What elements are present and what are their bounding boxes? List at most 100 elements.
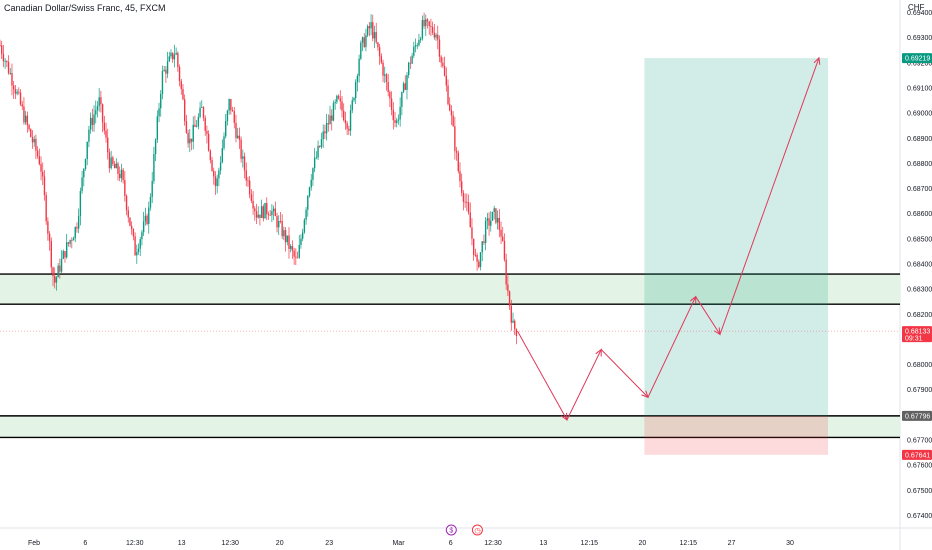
candle-body-206 [351,100,353,111]
candle-body-30 [50,241,52,268]
x-tick-3: 13 [178,540,186,547]
candle-body-302 [515,329,518,337]
candle-body-82 [139,239,141,249]
candle-body-209 [356,76,359,82]
candle-body-270 [461,181,463,193]
candle-body-170 [290,245,292,249]
candle-body-176 [300,238,302,245]
candle-body-208 [354,81,357,99]
candle-body-147 [250,194,253,201]
candle-body-25 [42,171,44,177]
candle-body-280 [478,261,480,267]
candle-body-234 [399,106,401,120]
candle-body-266 [454,126,456,151]
candle-body-57 [96,106,99,111]
candle-body-144 [245,170,247,181]
candle-body-237 [404,83,406,90]
candle-body-261 [445,75,448,86]
candle-body-145 [247,180,249,182]
candle-body-164 [279,221,282,222]
candle-body-83 [141,232,143,240]
x-tick-1: 6 [83,540,87,547]
x-tick-11: 12:15 [581,540,599,547]
candle-body-233 [397,119,400,121]
candle-body-188 [320,139,323,147]
candle-body-286 [488,218,490,226]
candle-body-24 [40,164,42,172]
candle-body-107 [182,88,184,100]
candle-body-133 [226,110,229,121]
candle-body-240 [409,62,412,64]
candle-body-64 [108,152,111,169]
candle-body-181 [308,187,311,197]
candle-body-166 [283,230,285,237]
candle-body-259 [442,62,444,67]
candle-body-141 [240,139,242,159]
candle-body-218 [372,22,374,39]
candle-body-190 [324,131,326,134]
candle-body-129 [219,162,222,171]
candle-body-177 [301,232,304,239]
event-marker-1[interactable] [471,524,483,536]
candle-body-55 [93,114,95,125]
candle-body-95 [161,70,164,95]
candle-body-278 [474,254,477,256]
candle-body-31 [52,267,54,277]
candle-body-225 [384,74,386,76]
candle-body-72 [122,169,124,181]
y-tick-15: 0.67900 [907,387,932,394]
candle-body-260 [443,66,446,76]
candle-body-115 [195,126,198,128]
candle-body-138 [235,122,237,139]
candle-body-35 [59,265,61,272]
candle-body-251 [428,21,430,26]
candle-body-134 [228,99,230,111]
candle-body-125 [213,170,215,177]
candle-body-300 [512,320,514,323]
candle-body-174 [296,257,299,259]
candle-body-59 [100,97,102,105]
event-marker-symbol-0: $ [449,528,453,535]
candle-body-239 [407,62,410,76]
candle-body-27 [45,195,47,222]
candle-body-205 [349,110,352,131]
candle-body-46 [77,216,80,229]
candle-body-264 [450,110,453,116]
candle-body-165 [281,221,283,237]
candle-body-178 [303,219,306,233]
candle-body-66 [112,157,114,165]
y-tick-2: 0.69200 [907,60,932,67]
candle-body-131 [223,136,225,149]
candle-body-229 [390,98,393,110]
candle-body-241 [411,55,413,64]
candle-body-287 [490,220,492,226]
y-tick-19: 0.67500 [907,488,932,495]
y-tick-5: 0.68900 [907,136,932,143]
x-tick-6: 23 [325,540,333,547]
candle-body-86 [146,215,148,224]
candle-body-9 [14,89,17,94]
candle-body-2 [2,53,5,62]
candle-body-172 [293,250,295,257]
candle-body-297 [507,284,509,292]
candle-body-60 [101,104,104,123]
candle-body-148 [252,200,254,209]
event-marker-0[interactable] [445,524,457,536]
candle-body-197 [336,95,338,102]
candle-body-198 [337,95,340,99]
candle-body-75 [127,210,129,218]
price-badge-label-0: 0.69219 [905,56,930,63]
candle-body-186 [317,145,319,158]
candle-body-242 [413,46,415,56]
candle-body-192 [327,123,330,125]
candle-body-132 [225,120,227,137]
candle-body-32 [54,276,56,283]
price-badge-label-2: 0.67796 [905,413,930,420]
candle-body-67 [113,164,116,169]
candle-body-256 [437,34,439,40]
candle-body-173 [295,256,297,258]
candle-body-142 [242,156,244,159]
y-tick-6: 0.68800 [907,161,932,168]
candle-body-106 [180,81,182,89]
